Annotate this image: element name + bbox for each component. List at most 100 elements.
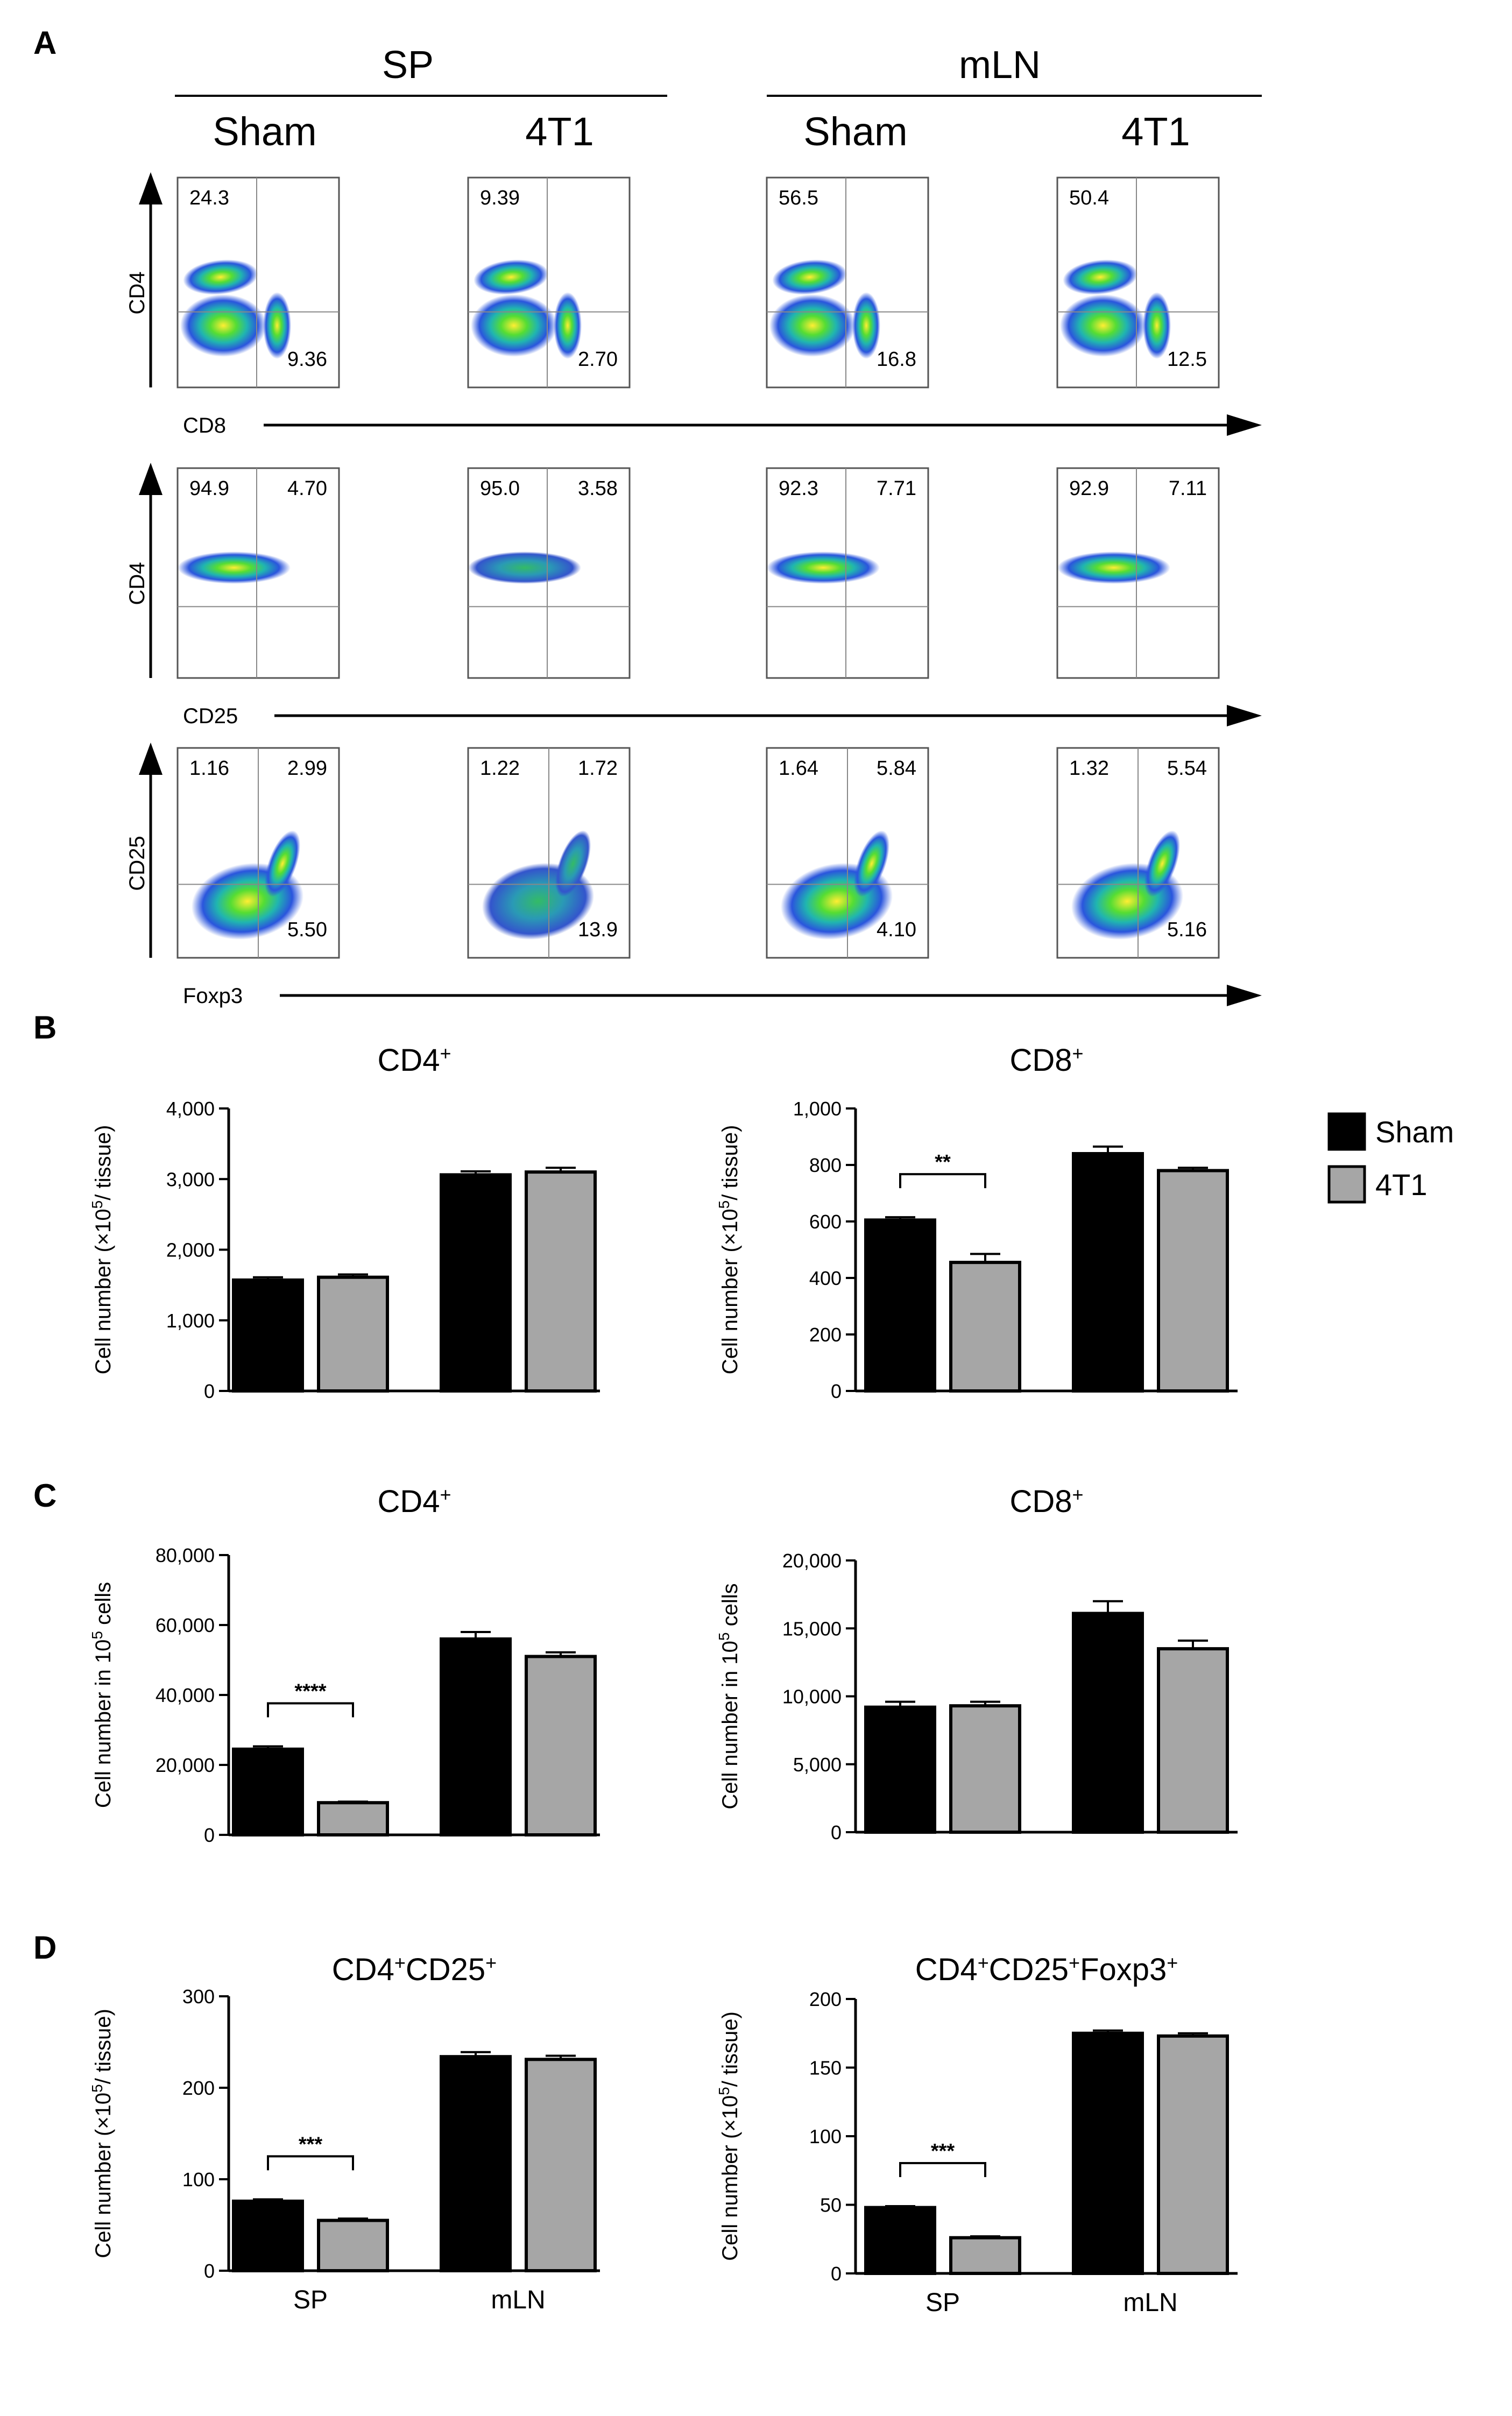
y-tick-label: 4,000 — [166, 1098, 215, 1120]
y-tick-label: 200 — [809, 1988, 842, 2010]
y-tick-label: 0 — [831, 1380, 842, 1402]
y-axis-label: Cell number in 105 cells — [716, 1583, 743, 1809]
flow-row1-y-arrow — [139, 172, 162, 204]
quadrant-value-lower-right: 12.5 — [1167, 348, 1207, 371]
quadrant-value-lower-right: 5.16 — [1167, 919, 1207, 941]
y-tick-label: 150 — [809, 2057, 842, 2079]
bar-4t1-sp — [949, 2236, 1021, 2276]
quadrant-value-upper-left: 1.16 — [189, 757, 229, 780]
population-cd8 — [1143, 292, 1171, 359]
bar-4t1-mln — [525, 1170, 597, 1393]
quadrant-value-lower-right: 4.10 — [877, 919, 916, 941]
flow-plot-r2-c2: 95.0 3.58 — [467, 467, 631, 679]
flow-plot-r3-c4: 1.32 5.54 5.16 — [1056, 747, 1220, 959]
bar-sham-sp — [864, 1218, 936, 1393]
legend: Sham 4T1 — [1327, 1112, 1454, 1204]
flow-plot-r2-c1: 94.9 4.70 — [176, 467, 340, 679]
flow-row1-y-axis-label: CD4 — [125, 271, 149, 314]
flow-row2-x-arrow — [1227, 705, 1262, 726]
x-category-label-mln: mLN — [1123, 2288, 1177, 2317]
quadrant-value-upper-left: 94.9 — [189, 477, 229, 500]
significance-label: *** — [931, 2140, 955, 2163]
legend-swatch-sham — [1327, 1112, 1366, 1151]
flow-plot-r3-c3: 1.64 5.84 4.10 — [766, 747, 929, 959]
y-axis-label: Cell number in 105 cells — [89, 1582, 116, 1808]
quadrant-value-upper-right: 4.70 — [287, 477, 327, 500]
y-tick-label: 10,000 — [782, 1686, 842, 1708]
significance-bracket — [267, 2155, 354, 2171]
flow-plot-r2-c4: 92.9 7.11 — [1056, 467, 1220, 679]
condition-header-mln-sham: Sham — [803, 109, 907, 154]
y-tick-label: 50 — [820, 2194, 842, 2216]
flow-row2-y-arrow — [139, 463, 162, 495]
quadrant-value-upper-right: 7.11 — [1169, 477, 1207, 500]
flow-row1-x-arrow — [1227, 414, 1262, 436]
population-treg — [264, 830, 301, 897]
tissue-header-sp: SP — [382, 44, 434, 87]
bar-sham-mln — [1072, 1152, 1144, 1393]
quadrant-value-upper-left: 9.39 — [480, 187, 520, 209]
population-dn — [769, 294, 856, 357]
population-treg — [853, 830, 890, 897]
y-tick-label: 0 — [204, 2260, 215, 2282]
bar-4t1-sp — [317, 1801, 389, 1836]
bar-chart-c-4: CD8+ 0 5,000 10,000 15,000 20,000 Cell number … — [716, 1483, 1238, 1843]
y-tick-label: 3,000 — [166, 1168, 215, 1190]
x-category-label-mln: mLN — [491, 2286, 545, 2314]
y-axis-label: Cell number (×105/ tissue) — [716, 1125, 743, 1375]
legend-swatch-4t1 — [1327, 1165, 1366, 1204]
condition-header-sp-4t1: 4T1 — [525, 109, 594, 154]
bar-chart-d-5: CD4+CD25+ 0 100 200 300 Cell number (×105/ ti… — [89, 1952, 600, 2314]
y-tick-label: 5,000 — [793, 1754, 842, 1776]
population-treg — [1144, 830, 1181, 897]
bar-chart-d-6: CD4+CD25+Foxp3+ 0 50 100 150 200 Cell number (… — [716, 1952, 1238, 2317]
flow-plot-r1-c1: 24.3 9.36 — [176, 176, 340, 388]
bar-chart-c-3: CD4+ 0 20,000 40,000 60,000 80,000 Cell number… — [89, 1483, 600, 1846]
y-tick-label: 200 — [182, 2077, 215, 2099]
bar-4t1-mln — [1157, 1169, 1229, 1393]
bar-sham-mln — [440, 1637, 512, 1836]
quadrant-value-lower-right: 16.8 — [877, 348, 916, 371]
bar-sham-sp — [232, 1278, 304, 1393]
population-cd8 — [263, 292, 291, 359]
y-tick-label: 20,000 — [156, 1754, 215, 1776]
bar-4t1-mln — [525, 2058, 597, 2273]
significance-bracket — [899, 1173, 986, 1189]
quadrant-value-upper-right: 5.84 — [877, 757, 916, 780]
y-tick-label: 1,000 — [166, 1310, 215, 1332]
quadrant-value-upper-left: 1.32 — [1069, 757, 1109, 780]
significance-bracket — [267, 1702, 354, 1718]
panel-letter-b: B — [33, 1009, 56, 1045]
y-tick-label: 60,000 — [156, 1614, 215, 1636]
y-tick-label: 400 — [809, 1267, 842, 1289]
flow-row2-x-axis-label: CD25 — [183, 704, 238, 728]
quadrant-value-upper-left: 92.3 — [779, 477, 818, 500]
bar-sham-sp — [232, 2199, 304, 2273]
y-tick-label: 0 — [204, 1380, 215, 1402]
condition-header-sp-sham: Sham — [213, 109, 316, 154]
panel-letter-a: A — [33, 25, 56, 61]
x-category-label-sp: SP — [925, 2288, 960, 2317]
quadrant-value-upper-left: 1.22 — [480, 757, 520, 780]
quadrant-value-lower-right: 13.9 — [578, 919, 618, 941]
bar-4t1-sp — [317, 2219, 389, 2272]
legend-label-sham: Sham — [1375, 1115, 1454, 1149]
flow-plot-r2-c3: 92.3 7.71 — [766, 467, 929, 679]
flow-row3-y-axis-label: CD25 — [125, 836, 149, 891]
bar-chart-b-1: CD4+ 0 1,000 2,000 3,000 4,000 Cell number (×1… — [89, 1042, 600, 1402]
bar-4t1-mln — [1157, 2034, 1229, 2276]
bar-4t1-sp — [317, 1275, 389, 1393]
quadrant-value-lower-right: 5.50 — [287, 919, 327, 941]
chart-title: CD4+ — [377, 1042, 451, 1078]
bar-4t1-mln — [1157, 1647, 1229, 1834]
tissue-header-mln: mLN — [959, 44, 1041, 87]
population-cd4-cd25neg — [767, 552, 880, 584]
population-cd4 — [474, 259, 549, 295]
population-cd8 — [554, 292, 582, 359]
chart-title: CD8+ — [1009, 1042, 1083, 1078]
bar-sham-mln — [1072, 2031, 1144, 2275]
quadrant-value-upper-right: 2.99 — [287, 757, 327, 780]
population-dn — [180, 294, 266, 357]
quadrant-value-upper-left: 92.9 — [1069, 477, 1109, 500]
